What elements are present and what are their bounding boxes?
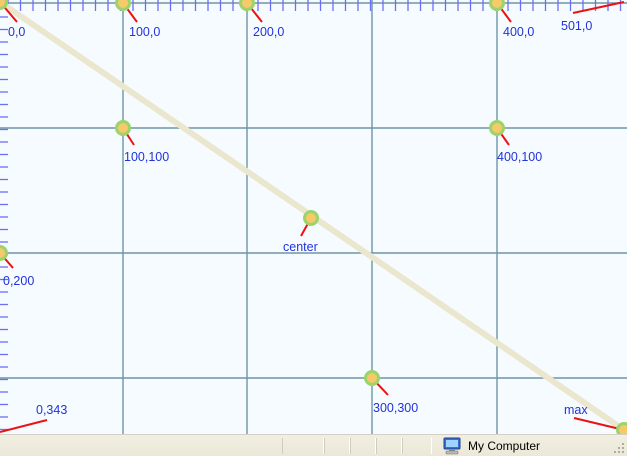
point-label: 200,0 [253, 25, 284, 39]
resize-grip-icon[interactable] [613, 442, 625, 454]
point-marker [491, 0, 504, 10]
security-zone-label: My Computer [468, 439, 540, 453]
point-label: max [564, 403, 588, 417]
point-label: 501,0 [561, 19, 592, 33]
point-marker [305, 212, 318, 225]
point-label: 400,100 [497, 150, 542, 164]
status-pane-3 [350, 438, 376, 454]
point-marker [0, 0, 7, 9]
canvas-svg: 0,0 100,0 200,0 400,0 501,0 100,100 400,100 cen… [0, 0, 627, 434]
point-marker [117, 0, 130, 10]
point-marker [491, 122, 504, 135]
point-marker [618, 424, 627, 435]
computer-icon [442, 437, 464, 455]
status-pane-1 [282, 438, 324, 454]
point-label: 300,300 [373, 401, 418, 415]
point-label: center [283, 240, 318, 254]
status-pane-4 [376, 438, 402, 454]
point-label: 0,0 [8, 25, 25, 39]
point-marker [117, 122, 130, 135]
point-label: 100,100 [124, 150, 169, 164]
point-marker [366, 372, 379, 385]
point-marker [241, 0, 254, 10]
point-marker [0, 247, 7, 260]
point-label: 0,343 [36, 403, 67, 417]
status-bar: My Computer [0, 434, 627, 456]
status-pane-5 [402, 438, 432, 454]
point-label: 100,0 [129, 25, 160, 39]
drawing-canvas[interactable]: 0,0 100,0 200,0 400,0 501,0 100,100 400,100 cen… [0, 0, 627, 434]
point-label: 400,0 [503, 25, 534, 39]
status-pane-2 [324, 438, 350, 454]
point-label: 0,200 [3, 274, 34, 288]
security-zone-pane: My Computer [432, 435, 612, 456]
